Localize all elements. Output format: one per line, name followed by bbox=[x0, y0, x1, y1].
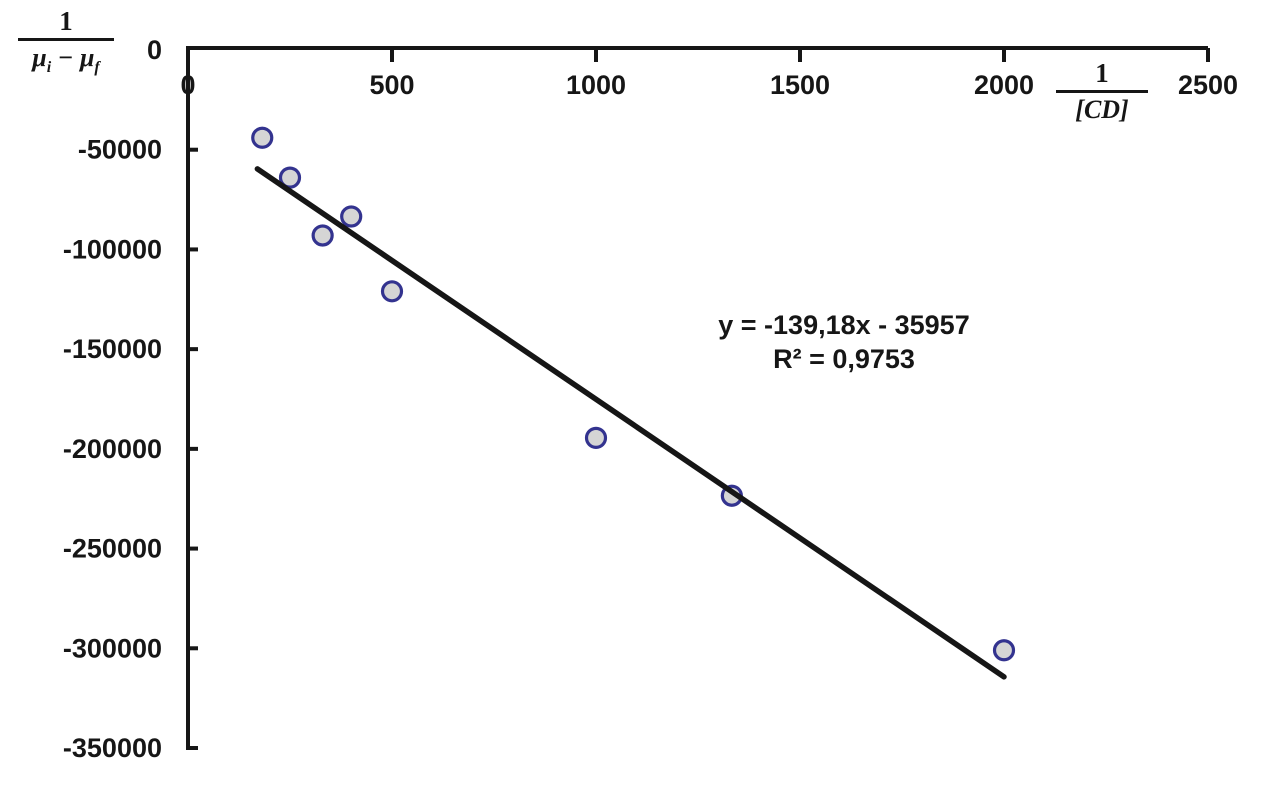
y-tick-label: -100000 bbox=[63, 234, 162, 264]
data-point-marker bbox=[251, 126, 274, 149]
y-tick-label: -50000 bbox=[78, 135, 162, 165]
x-tick-label: 1000 bbox=[566, 70, 626, 100]
x-tick-label: 2500 bbox=[1178, 70, 1238, 100]
r-squared-line: R² = 0,9753 bbox=[773, 344, 915, 374]
data-point-marker bbox=[584, 426, 608, 449]
data-point-marker bbox=[278, 166, 302, 189]
x-axis-title-numerator: 1 bbox=[1095, 58, 1109, 88]
x-tick-label: 500 bbox=[369, 70, 414, 100]
x-tick-label: 2000 bbox=[974, 70, 1034, 100]
y-tick-label: -250000 bbox=[63, 534, 162, 564]
x-axis-title: 1 [CD] bbox=[1056, 58, 1148, 126]
y-axis-title-numerator: 1 bbox=[59, 6, 73, 36]
x-axis-title-denominator: [CD] bbox=[1056, 90, 1148, 126]
x-tick-label: 0 bbox=[180, 70, 195, 100]
x-tick-label: 1500 bbox=[770, 70, 830, 100]
y-tick-label: -300000 bbox=[63, 633, 162, 663]
data-point-marker bbox=[340, 205, 363, 228]
equation-line: y = -139,18x - 35957 bbox=[718, 310, 970, 340]
y-tick-label: -150000 bbox=[63, 334, 162, 364]
trendline-equation: y = -139,18x - 35957 R² = 0,9753 bbox=[594, 308, 1094, 376]
data-point-marker bbox=[311, 224, 334, 247]
y-axis-title-denominator: μi − μf bbox=[18, 38, 114, 84]
trend-line bbox=[254, 166, 1007, 680]
y-tick-label: -200000 bbox=[63, 434, 162, 464]
y-axis-title: 1 μi − μf bbox=[18, 6, 114, 84]
y-tick-label: 0 bbox=[147, 35, 162, 65]
data-point-marker bbox=[992, 639, 1016, 662]
y-tick-label: -350000 bbox=[63, 733, 162, 763]
data-point-marker bbox=[380, 280, 404, 303]
